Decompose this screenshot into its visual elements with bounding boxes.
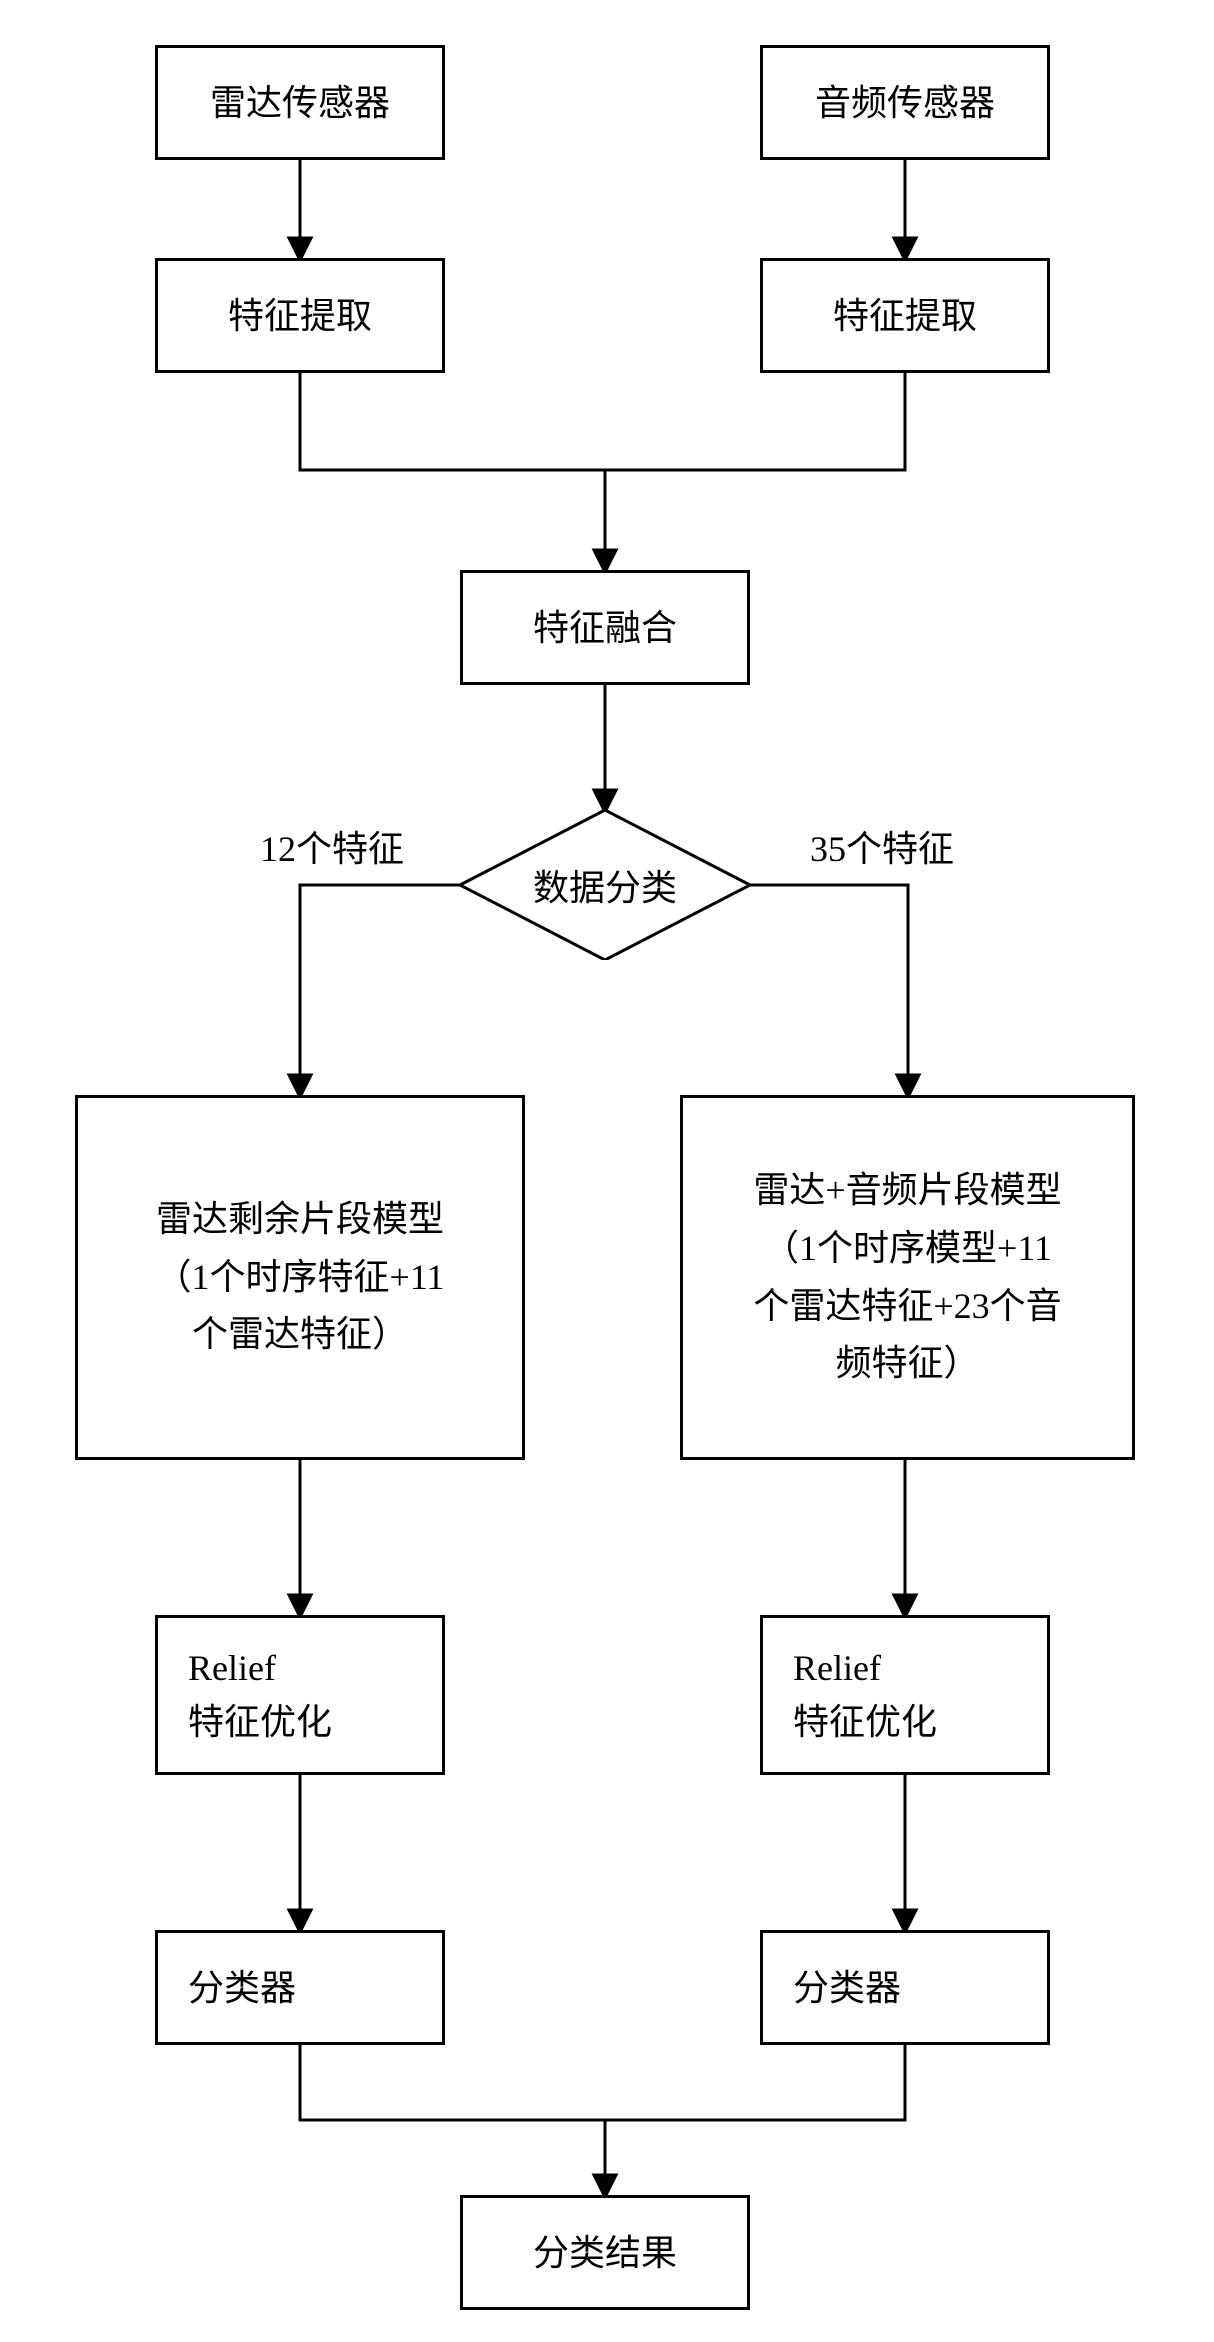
node-feat-ext-left: 特征提取: [155, 258, 445, 373]
node-label: 音频传感器: [815, 76, 995, 130]
node-result: 分类结果: [460, 2195, 750, 2310]
node-classifier-left: 分类器: [155, 1930, 445, 2045]
node-relief-right: Relief 特征优化: [760, 1615, 1050, 1775]
node-label: 分类结果: [533, 2226, 677, 2280]
node-decision: 数据分类: [460, 810, 750, 960]
node-model-left: 雷达剩余片段模型 （1个时序特征+11 个雷达特征）: [75, 1095, 525, 1460]
edge-label-left: 12个特征: [260, 820, 404, 872]
node-feat-fusion: 特征融合: [460, 570, 750, 685]
node-label: 特征融合: [533, 601, 677, 655]
node-relief-left: Relief 特征优化: [155, 1615, 445, 1775]
edge-label-text: 12个特征: [260, 829, 404, 869]
node-label: Relief 特征优化: [793, 1641, 937, 1749]
node-label: 分类器: [188, 1961, 296, 2015]
node-label: 数据分类: [533, 859, 677, 911]
node-audio-sensor: 音频传感器: [760, 45, 1050, 160]
node-label: Relief 特征优化: [188, 1641, 332, 1749]
node-model-right: 雷达+音频片段模型 （1个时序模型+11 个雷达特征+23个音 频特征）: [680, 1095, 1135, 1460]
node-label: 分类器: [793, 1961, 901, 2015]
node-classifier-right: 分类器: [760, 1930, 1050, 2045]
node-label: 雷达剩余片段模型 （1个时序特征+11 个雷达特征）: [156, 1191, 445, 1364]
node-label: 雷达传感器: [210, 76, 390, 130]
flowchart-root: 雷达传感器 音频传感器 特征提取 特征提取 特征融合 数据分类 雷达剩余片段模型…: [0, 0, 1214, 2342]
node-radar-sensor: 雷达传感器: [155, 45, 445, 160]
node-label: 特征提取: [228, 289, 372, 343]
node-label: 雷达+音频片段模型 （1个时序模型+11 个雷达特征+23个音 频特征）: [753, 1162, 1061, 1392]
edge-label-text: 35个特征: [810, 829, 954, 869]
edge-label-right: 35个特征: [810, 820, 954, 872]
node-label: 特征提取: [833, 289, 977, 343]
node-feat-ext-right: 特征提取: [760, 258, 1050, 373]
